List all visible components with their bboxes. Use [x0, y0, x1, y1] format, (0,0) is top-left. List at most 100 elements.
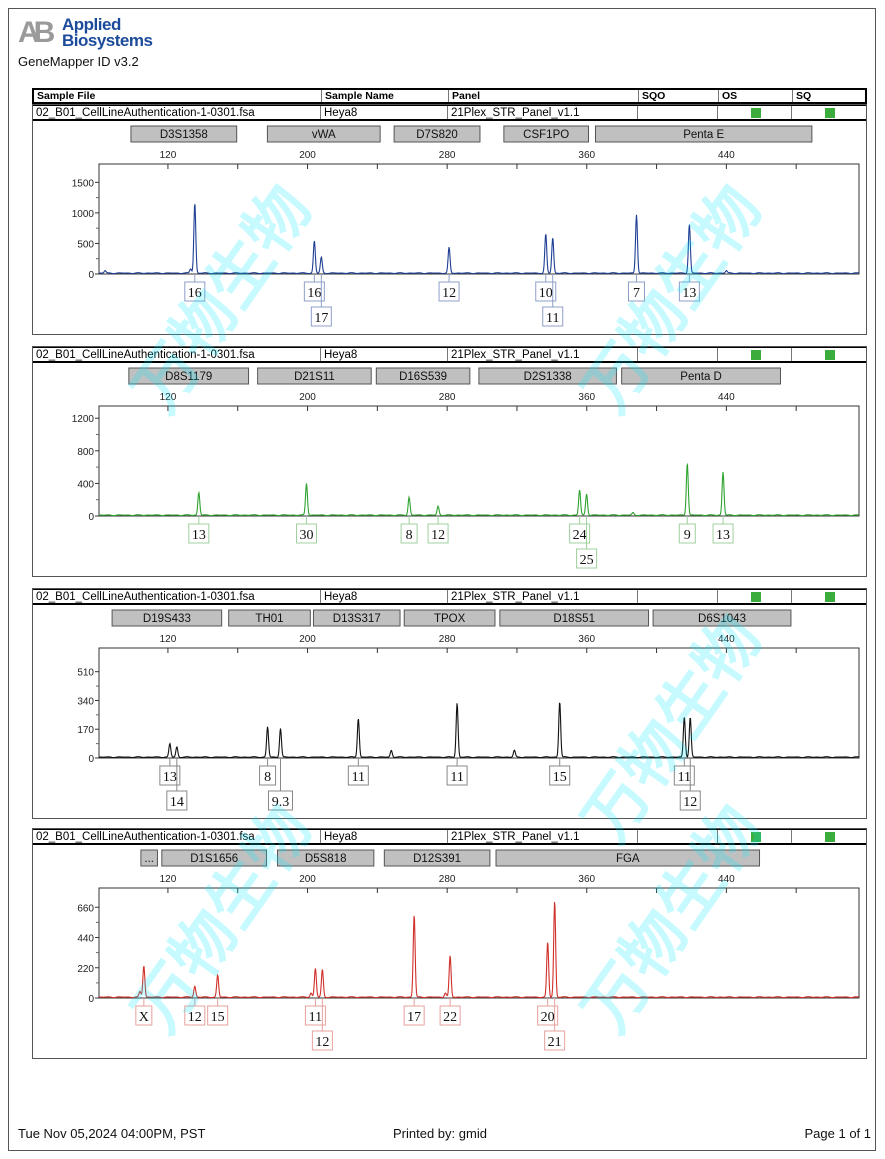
allele-label: 12 — [431, 528, 445, 543]
allele-call[interactable]: 11 — [542, 274, 564, 327]
sample-row[interactable]: 02_B01_CellLineAuthentication-1-0301.fsa… — [33, 347, 866, 363]
x-tick-label: 360 — [578, 392, 595, 403]
marker-bin[interactable]: D1S1656 — [161, 849, 268, 867]
marker-bin[interactable]: TPOX — [403, 609, 496, 627]
marker-bin[interactable]: vWA — [266, 125, 381, 143]
allele-call[interactable]: 8 — [259, 758, 277, 786]
allele-call[interactable]: 9 — [678, 516, 696, 544]
x-tick-label: 280 — [439, 874, 456, 885]
marker-bin[interactable]: D8S1179 — [128, 367, 250, 385]
allele-call[interactable]: 24 — [569, 516, 591, 544]
allele-label: 15 — [211, 1010, 225, 1025]
marker-bin[interactable]: D13S317 — [312, 609, 401, 627]
allele-box — [535, 281, 557, 302]
allele-call[interactable]: 17 — [310, 274, 332, 327]
marker-bin[interactable]: D7S820 — [393, 125, 481, 143]
allele-label: 7 — [633, 286, 640, 301]
os-status-indicator — [751, 350, 761, 360]
marker-bin[interactable]: D3S1358 — [130, 125, 238, 143]
allele-call[interactable]: 12 — [184, 998, 206, 1026]
plot-area — [98, 887, 860, 999]
allele-call[interactable]: 12 — [427, 516, 449, 544]
allele-call[interactable]: 9.3 — [267, 758, 293, 811]
allele-call[interactable]: 16 — [184, 274, 206, 302]
marker-name: D19S433 — [143, 613, 191, 625]
marker-bin[interactable]: TH01 — [228, 609, 311, 627]
marker-name: D13S317 — [333, 613, 381, 625]
sample-name: Heya8 — [321, 106, 448, 119]
allele-box — [712, 523, 734, 544]
allele-label: 12 — [315, 1035, 329, 1050]
marker-bin[interactable]: Penta D — [621, 367, 781, 385]
panel-name: 21Plex_STR_Panel_v1.1 — [448, 830, 638, 843]
sample-name: Heya8 — [321, 590, 448, 603]
allele-call[interactable]: 21 — [544, 998, 566, 1051]
allele-call[interactable]: 22 — [439, 998, 461, 1026]
allele-call[interactable]: 10 — [535, 274, 557, 302]
x-tick-label: 360 — [578, 634, 595, 645]
allele-call[interactable]: 13 — [188, 516, 210, 544]
allele-call[interactable]: 15 — [549, 758, 571, 786]
sample-row[interactable]: 02_B01_CellLineAuthentication-1-0301.fsa… — [33, 589, 866, 605]
allele-box — [347, 765, 369, 786]
allele-label: 24 — [573, 528, 587, 543]
allele-call[interactable]: 11 — [673, 758, 695, 786]
marker-bin[interactable]: D21S11 — [257, 367, 372, 385]
allele-call[interactable]: 11 — [347, 758, 369, 786]
allele-label: 11 — [352, 770, 365, 785]
marker-name: D3S1358 — [160, 129, 208, 141]
os-status-indicator — [751, 108, 761, 118]
allele-label: 22 — [443, 1010, 457, 1025]
allele-call[interactable]: 16 — [303, 274, 325, 302]
print-date: Tue Nov 05,2024 04:00PM, PST — [18, 1126, 206, 1141]
sample-row[interactable]: 02_B01_CellLineAuthentication-1-0301.fsa… — [33, 105, 866, 121]
marker-bin[interactable]: D18S51 — [499, 609, 650, 627]
y-tick-label: 1200 — [72, 414, 95, 425]
x-tick-label: 120 — [160, 150, 177, 161]
allele-call[interactable]: 13 — [159, 758, 181, 786]
marker-bin[interactable]: D5S818 — [277, 849, 375, 867]
allele-call[interactable]: 25 — [576, 516, 598, 569]
marker-name: D16S539 — [399, 371, 447, 383]
sample-panel: 02_B01_CellLineAuthentication-1-0301.fsa… — [32, 104, 867, 335]
allele-call[interactable]: 17 — [403, 998, 425, 1026]
marker-name: CSF1PO — [523, 129, 569, 141]
allele-call[interactable]: 12 — [438, 274, 460, 302]
allele-call[interactable]: 11 — [446, 758, 468, 786]
allele-call[interactable]: 20 — [537, 998, 559, 1026]
y-tick-label: 0 — [88, 512, 94, 523]
marker-name: Penta E — [683, 129, 724, 141]
plot-area — [98, 647, 860, 759]
allele-box — [627, 281, 645, 302]
allele-call[interactable]: 15 — [207, 998, 229, 1026]
allele-call[interactable]: 14 — [166, 758, 188, 811]
allele-call[interactable]: 30 — [295, 516, 317, 544]
sample-row[interactable]: 02_B01_CellLineAuthentication-1-0301.fsa… — [33, 829, 866, 845]
allele-box — [304, 1005, 326, 1026]
allele-call[interactable]: 11 — [304, 998, 326, 1026]
allele-label: 16 — [307, 286, 321, 301]
marker-bin[interactable]: Penta E — [594, 125, 813, 143]
marker-bin[interactable]: D6S1043 — [652, 609, 792, 627]
allele-box — [678, 281, 700, 302]
marker-bin[interactable]: CSF1PO — [503, 125, 590, 143]
marker-bin[interactable]: D16S539 — [375, 367, 471, 385]
marker-bin[interactable]: D19S433 — [111, 609, 223, 627]
marker-bin[interactable]: ... — [140, 849, 158, 867]
allele-call[interactable]: 8 — [400, 516, 418, 544]
y-tick-label: 220 — [77, 964, 94, 975]
allele-call[interactable]: 13 — [712, 516, 734, 544]
allele-call[interactable]: 7 — [627, 274, 645, 302]
marker-bin[interactable]: FGA — [495, 849, 761, 867]
allele-call[interactable]: 12 — [679, 758, 701, 811]
allele-call[interactable]: 13 — [678, 274, 700, 302]
marker-bin[interactable]: D12S391 — [383, 849, 491, 867]
allele-label: 14 — [170, 795, 184, 810]
os-cell — [718, 106, 792, 119]
allele-label: 12 — [442, 286, 456, 301]
allele-call[interactable]: 12 — [311, 998, 333, 1051]
x-tick-label: 280 — [439, 392, 456, 403]
allele-box — [159, 765, 181, 786]
marker-bin[interactable]: D2S1338 — [478, 367, 617, 385]
allele-call[interactable]: X — [135, 998, 153, 1026]
